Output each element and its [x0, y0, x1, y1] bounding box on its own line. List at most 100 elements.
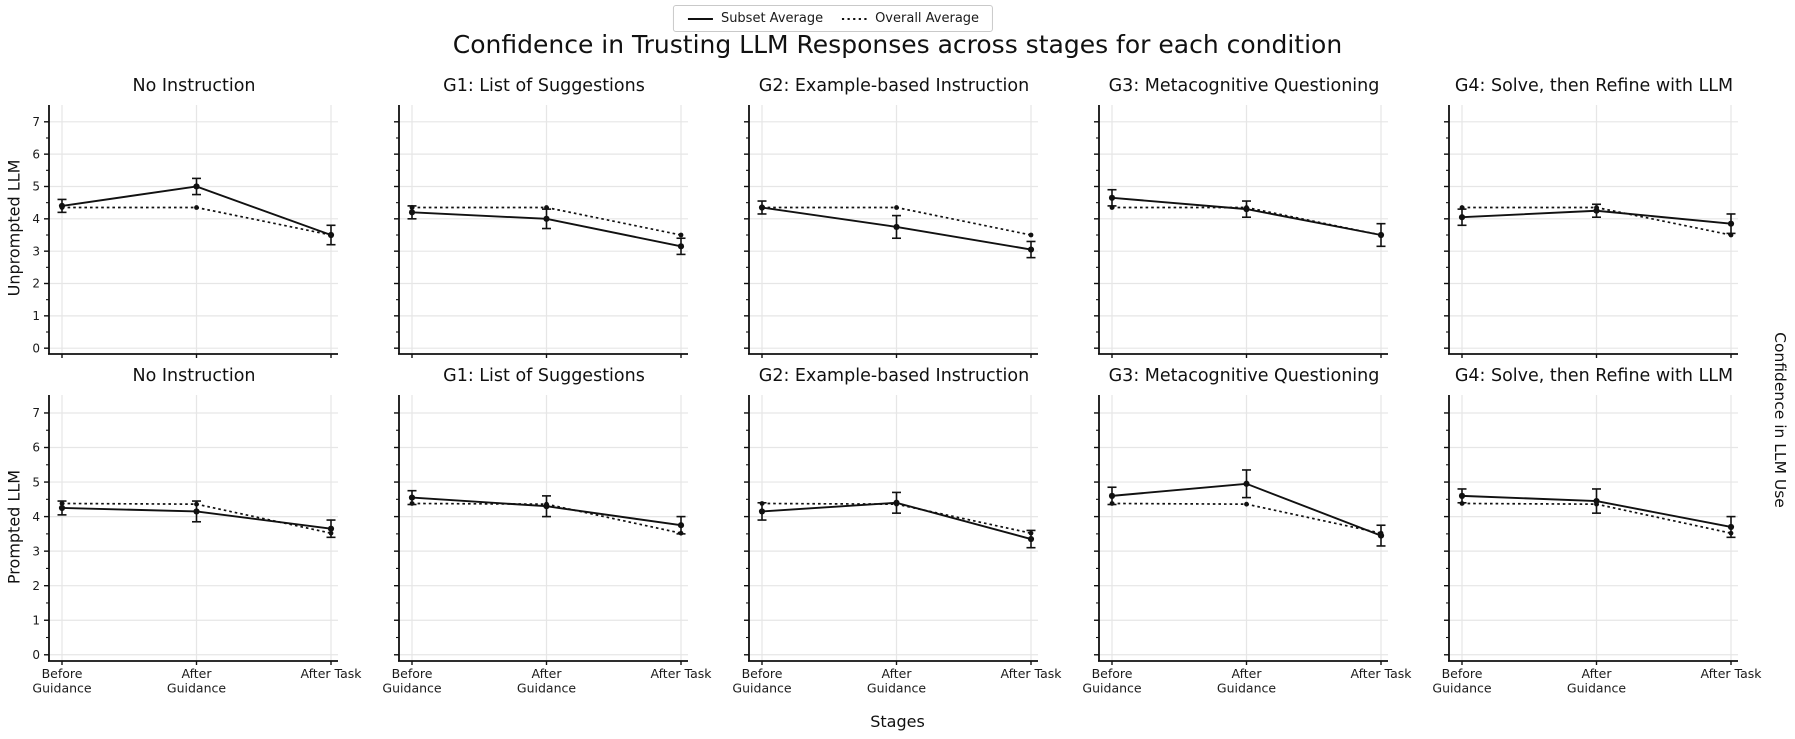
subset-average-marker [677, 243, 685, 250]
subset-average-marker [893, 223, 900, 231]
overall-average-marker [894, 205, 899, 210]
panel-r1-c0: No Instruction 0 1 2 3 4 5 6 7 Before Guidance Afte… [32, 362, 362, 697]
x-tick-label: After Guidance [1217, 666, 1276, 696]
x-tick-label: After Guidance [517, 666, 576, 696]
y-tick-label: 2 [32, 579, 40, 593]
gridlines [749, 395, 1038, 661]
row-label-unprompted-llm: Unprompted LLM [4, 159, 24, 297]
subset-average-marker [408, 209, 416, 216]
subset-average-marker [1108, 194, 1116, 201]
axis-ticks [744, 121, 1032, 358]
subset-average-marker [1727, 220, 1735, 227]
gridlines [49, 395, 338, 661]
panel-plot [744, 105, 1038, 358]
subset-average-marker [58, 202, 66, 209]
subset-average-marker [1108, 492, 1116, 499]
gridlines [1449, 105, 1738, 354]
subset-average-marker [193, 183, 200, 190]
y-tick-label: 3 [32, 244, 40, 258]
panel-plot: Before Guidance After Guidance After Task [732, 395, 1062, 696]
axis-ticks [1094, 412, 1382, 665]
right-axis-label: Confidence in LLM Use [1771, 332, 1789, 508]
y-tick-label: 3 [32, 544, 40, 558]
x-tick-label: Before Guidance [732, 666, 791, 696]
panel-title: G2: Example-based Instruction [758, 76, 1030, 96]
panels-grid: No Instruction 0 1 2 3 4 5 6 7 G1: List of Sugges… [32, 72, 1762, 697]
subset-average-marker [1027, 535, 1035, 543]
overall-average-marker [1244, 501, 1249, 507]
panel-plot: Before Guidance After Guidance After Task [1082, 395, 1412, 696]
y-tick-label: 1 [32, 309, 40, 323]
axis-ticks [394, 121, 682, 358]
subset-average-series [57, 500, 336, 539]
x-tick-label: After Guidance [867, 666, 926, 696]
panel-title: G1: List of Suggestions [443, 76, 645, 96]
panel-plot: Before Guidance After Guidance After Task [1432, 395, 1762, 696]
panel-plot: Before Guidance After Guidance After Task [382, 395, 712, 696]
subset-average-series [757, 491, 1036, 549]
panel-r0-c1: G1: List of Suggestions [394, 72, 690, 362]
y-tick-label: 7 [32, 406, 40, 420]
x-tick-label: After Guidance [1567, 666, 1626, 696]
y-tick-label: 6 [32, 441, 40, 455]
subset-average-marker [1243, 480, 1250, 487]
panel-title: G4: Solve, then Refine with LLM [1454, 366, 1734, 386]
subset-average-marker [893, 499, 900, 506]
subset-average-marker [1377, 532, 1385, 539]
axis-ticks [394, 412, 682, 665]
panel-plot: 0 1 2 3 4 5 6 7 Before Guidance After Guidance After… [32, 395, 362, 696]
subset-average-marker [1458, 214, 1466, 221]
x-tick-label: Before Guidance [1432, 666, 1491, 696]
overall-average-marker [1028, 232, 1034, 238]
panel-title: G3: Metacognitive Questioning [1108, 366, 1380, 386]
subset-average-marker [1593, 207, 1600, 214]
overall-average-marker [194, 205, 199, 210]
subset-average-marker [193, 508, 200, 515]
y-tick-label: 4 [32, 212, 40, 226]
y-tick-label: 5 [32, 475, 40, 489]
gridlines [1449, 395, 1738, 661]
x-tick-label: After Task [1001, 666, 1063, 681]
gridlines [399, 395, 688, 661]
subset-average-marker [1458, 492, 1466, 499]
legend-item-overall-average: Overall Average [841, 11, 979, 26]
x-tick-labels: Before Guidance After Guidance After Task [1432, 666, 1762, 696]
y-tick-labels: 0 1 2 3 4 5 6 7 [32, 115, 40, 355]
panel-r1-c3: G3: Metacognitive Questioning Before Guida… [1082, 362, 1412, 697]
gridlines [1099, 105, 1388, 354]
panel-r0-c0: No Instruction 0 1 2 3 4 5 6 7 [32, 72, 340, 362]
y-tick-label: 2 [32, 277, 40, 291]
panel-plot [1444, 105, 1738, 358]
x-tick-labels: Before Guidance After Guidance After Task [732, 666, 1062, 696]
figure-title: Confidence in Trusting LLM Responses acr… [452, 30, 1343, 59]
gridlines [399, 105, 688, 354]
subset-average-marker [758, 204, 766, 211]
subset-average-marker [1377, 231, 1385, 239]
panel-r0-c3: G3: Metacognitive Questioning [1094, 72, 1390, 362]
panel-plot [394, 105, 688, 358]
x-tick-label: Before Guidance [1082, 666, 1141, 696]
panel-title: G1: List of Suggestions [443, 366, 645, 386]
subset-average-marker [1593, 497, 1600, 505]
y-tick-label: 0 [32, 341, 40, 355]
subset-average-series [757, 200, 1036, 259]
subset-average-series [57, 177, 336, 246]
x-tick-label: After Task [1351, 666, 1413, 681]
panel-r1-c2: G2: Example-based Instruction Before Guida… [732, 362, 1062, 697]
panel-r0-c4: G4: Solve, then Refine with LLM [1444, 72, 1740, 362]
axis-ticks [744, 412, 1032, 665]
gridlines [749, 105, 1038, 354]
panel-plot [1094, 105, 1388, 358]
x-axis-label: Stages [870, 712, 925, 731]
subset-average-marker [1243, 206, 1250, 213]
subset-average-marker [58, 504, 66, 512]
y-tick-labels: 0 1 2 3 4 5 6 7 [32, 406, 40, 662]
axis-ticks [1444, 121, 1732, 358]
axis-ticks [1444, 412, 1732, 665]
panel-plot: 0 1 2 3 4 5 6 7 [32, 105, 338, 358]
subset-average-marker [327, 231, 335, 239]
x-tick-label: After Task [301, 666, 363, 681]
x-tick-label: Before Guidance [32, 666, 91, 696]
row-label-prompted-llm: Prompted LLM [4, 469, 24, 585]
